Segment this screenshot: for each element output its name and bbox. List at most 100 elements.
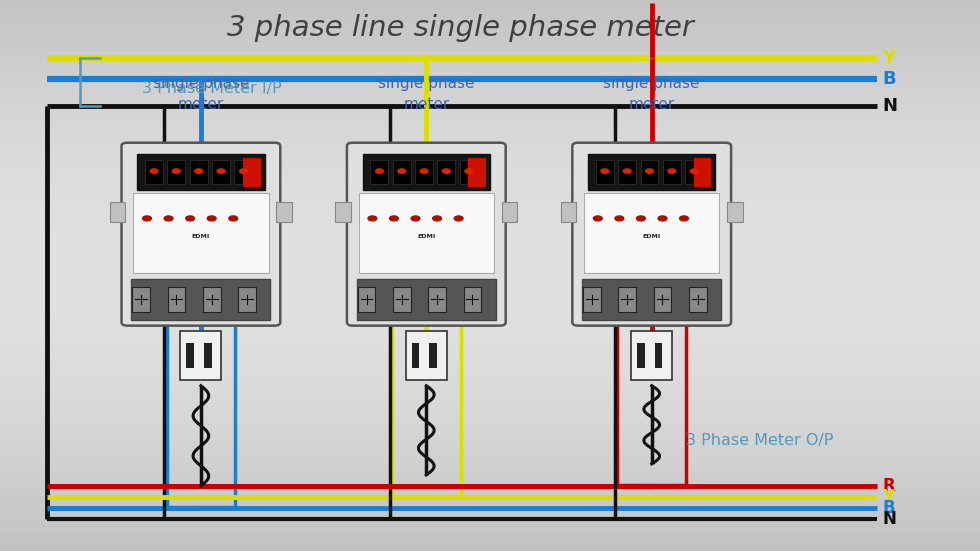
- Bar: [0, 292, 980, 298]
- Circle shape: [412, 216, 419, 221]
- Bar: [359, 193, 494, 273]
- Bar: [0, 237, 980, 242]
- Bar: [582, 279, 721, 320]
- Bar: [0, 369, 980, 375]
- Circle shape: [680, 216, 689, 221]
- Bar: [0, 375, 980, 380]
- Bar: [0, 408, 980, 413]
- Bar: [0, 88, 980, 94]
- Bar: [0, 529, 980, 534]
- Bar: [0, 424, 980, 430]
- Circle shape: [150, 169, 158, 174]
- Bar: [0, 171, 980, 176]
- Bar: [238, 287, 256, 312]
- Bar: [685, 160, 704, 183]
- Bar: [0, 182, 980, 187]
- Bar: [0, 110, 980, 116]
- Bar: [0, 430, 980, 435]
- Circle shape: [239, 169, 247, 174]
- Bar: [234, 160, 253, 183]
- Text: N: N: [882, 97, 897, 115]
- Bar: [0, 6, 980, 11]
- Bar: [363, 154, 490, 190]
- Circle shape: [594, 216, 602, 221]
- Circle shape: [164, 216, 172, 221]
- Bar: [0, 121, 980, 127]
- Bar: [0, 496, 980, 501]
- Bar: [0, 204, 980, 209]
- Bar: [0, 66, 980, 72]
- Bar: [132, 287, 150, 312]
- Bar: [0, 39, 980, 44]
- Bar: [0, 347, 980, 353]
- Bar: [0, 0, 980, 6]
- Bar: [429, 343, 437, 368]
- Text: 3 phase line single phase meter: 3 phase line single phase meter: [227, 14, 694, 42]
- Bar: [0, 231, 980, 237]
- Bar: [0, 276, 980, 281]
- Bar: [618, 160, 636, 183]
- Bar: [460, 160, 478, 183]
- Text: B: B: [882, 499, 895, 517]
- Bar: [727, 202, 743, 222]
- Bar: [0, 474, 980, 479]
- Circle shape: [228, 216, 237, 221]
- Bar: [0, 165, 980, 171]
- Bar: [0, 320, 980, 325]
- Text: single phase
meter: single phase meter: [604, 75, 700, 112]
- Bar: [0, 303, 980, 309]
- Bar: [0, 215, 980, 220]
- Text: EDMI: EDMI: [417, 234, 435, 239]
- Bar: [0, 342, 980, 347]
- Bar: [0, 358, 980, 364]
- Bar: [654, 287, 671, 312]
- Bar: [0, 463, 980, 468]
- Bar: [0, 11, 980, 17]
- Bar: [662, 160, 681, 183]
- Bar: [0, 116, 980, 121]
- Bar: [0, 99, 980, 105]
- Circle shape: [623, 169, 631, 174]
- Bar: [0, 441, 980, 446]
- Bar: [468, 158, 486, 187]
- Circle shape: [601, 169, 609, 174]
- Circle shape: [615, 216, 624, 221]
- Bar: [618, 287, 636, 312]
- Bar: [243, 158, 261, 187]
- Bar: [212, 160, 230, 183]
- Bar: [0, 132, 980, 138]
- Bar: [0, 512, 980, 518]
- Bar: [186, 343, 194, 368]
- Bar: [190, 160, 208, 183]
- Text: single phase
meter: single phase meter: [153, 75, 249, 112]
- Bar: [0, 518, 980, 523]
- Circle shape: [172, 169, 180, 174]
- FancyBboxPatch shape: [572, 143, 731, 326]
- Bar: [0, 187, 980, 193]
- Bar: [0, 259, 980, 264]
- Text: B: B: [882, 70, 896, 88]
- Circle shape: [443, 169, 451, 174]
- Text: 3 Phase Meter O/P: 3 Phase Meter O/P: [686, 433, 833, 449]
- Bar: [0, 94, 980, 99]
- Bar: [0, 287, 980, 292]
- Bar: [0, 209, 980, 215]
- Bar: [0, 44, 980, 50]
- Bar: [0, 55, 980, 61]
- Bar: [0, 545, 980, 551]
- Circle shape: [668, 169, 676, 174]
- Circle shape: [398, 169, 406, 174]
- Bar: [0, 143, 980, 149]
- Bar: [0, 457, 980, 463]
- Bar: [0, 264, 980, 270]
- Bar: [0, 83, 980, 88]
- Bar: [0, 248, 980, 253]
- Bar: [0, 501, 980, 507]
- Circle shape: [420, 169, 428, 174]
- Bar: [0, 452, 980, 457]
- Circle shape: [143, 216, 151, 221]
- Bar: [502, 202, 517, 222]
- Bar: [0, 419, 980, 424]
- Bar: [0, 298, 980, 303]
- Bar: [0, 242, 980, 248]
